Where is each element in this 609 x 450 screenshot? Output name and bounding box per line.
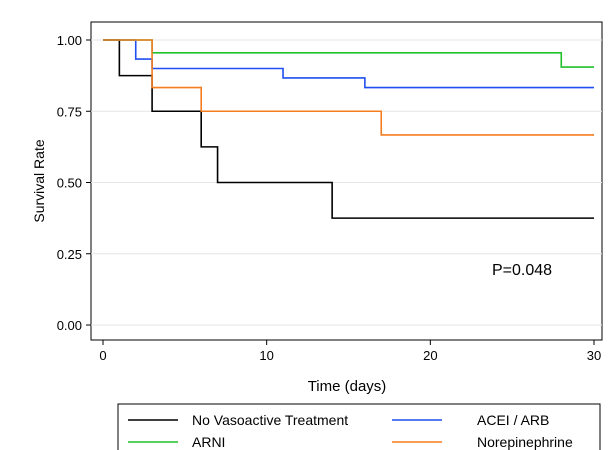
series-no-vasoactive-curve <box>103 39 594 219</box>
y-tick-label: 1.00 <box>57 33 82 48</box>
legend-label-norepinephrine: Norepinephrine <box>477 434 573 450</box>
y-tick-label: 0.25 <box>57 247 82 262</box>
legend-label-acei-arb: ACEI / ARB <box>477 412 549 428</box>
legend: No Vasoactive Treatment ACEI / ARB ARNI … <box>117 403 601 450</box>
x-tick-label: 10 <box>259 348 273 363</box>
series-norepinephrine-curve <box>103 39 594 136</box>
x-axis-title: Time (days) <box>308 378 387 395</box>
x-tick-label: 20 <box>423 348 437 363</box>
p-value-annotation: P=0.048 <box>492 262 552 279</box>
legend-label-arni: ARNI <box>192 434 225 450</box>
x-tick-label: 30 <box>587 348 601 363</box>
y-tick-label: 0.00 <box>57 318 82 333</box>
y-tick-label: 0.50 <box>57 176 82 191</box>
series-acei-arb-curve <box>103 39 594 89</box>
legend-label-no-vasoactive: No Vasoactive Treatment <box>192 412 348 428</box>
plot-area <box>90 21 603 341</box>
x-tick-label: 0 <box>99 348 106 363</box>
y-axis-title: Survival Rate <box>31 139 47 222</box>
y-tick-label: 0.75 <box>57 104 82 119</box>
legend-box <box>117 403 601 450</box>
